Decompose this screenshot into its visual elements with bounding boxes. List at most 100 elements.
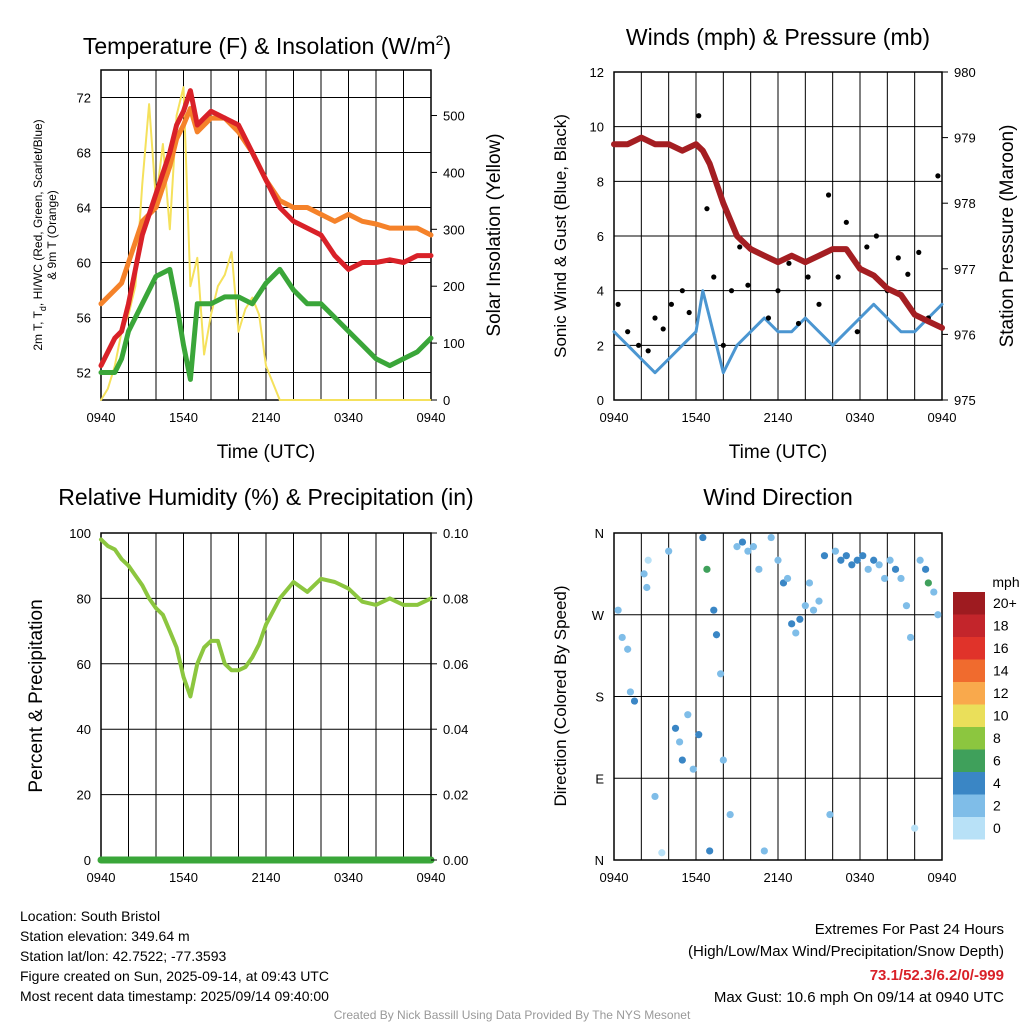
legend-swatch	[953, 592, 985, 615]
gust-point	[686, 309, 692, 316]
direction-point	[767, 533, 775, 542]
winds-gridlines	[614, 71, 942, 401]
gust-point	[825, 192, 832, 198]
direction-point	[826, 810, 834, 819]
winds-y-right-tick-label: 979	[954, 131, 976, 146]
dir-x-tick-label: 0940	[600, 870, 629, 885]
dir-y-tick-label: E	[595, 771, 604, 786]
rh-y-tick-label: 0	[84, 853, 91, 868]
temp-x-tick-label: 0940	[417, 410, 446, 425]
dir-legend-title: mph	[992, 574, 1019, 590]
direction-point	[891, 565, 900, 573]
winds-y-tick-labels: 0 2 4 6 8 10 12	[590, 65, 604, 408]
gust-point	[660, 326, 666, 332]
winds-x-tick-label: 0940	[928, 410, 957, 425]
temp-series-line-2	[98, 266, 434, 382]
direction-point	[755, 565, 763, 573]
direction-point	[934, 611, 942, 619]
dir-x-tick-label: 0340	[846, 870, 875, 885]
direction-point	[897, 574, 905, 583]
winds-x-tick-label: 1540	[682, 410, 711, 425]
rh-y-tick-label: 40	[77, 722, 91, 737]
gust-point	[737, 244, 743, 250]
gust-point	[645, 348, 651, 354]
rh-x-tick-label: 0940	[87, 870, 116, 885]
legend-label: 10	[993, 708, 1009, 724]
rh-x-tick-label: 0940	[417, 870, 446, 885]
direction-point	[774, 556, 782, 564]
legend-label: 18	[993, 618, 1009, 634]
legend-label: 16	[993, 640, 1009, 656]
direction-point	[783, 574, 792, 583]
direction-point	[699, 533, 707, 542]
direction-point	[676, 738, 684, 746]
legend-label: 14	[993, 663, 1009, 679]
winds-y-tick-label: 4	[597, 284, 604, 299]
direction-point	[684, 711, 692, 719]
gust-point	[636, 342, 642, 348]
legend-swatch	[953, 794, 985, 817]
dir-x-tick-label: 2140	[764, 870, 793, 885]
sonic-wind-line	[612, 289, 944, 375]
extremes-values: 73.1/52.3/6.2/0/-999	[870, 967, 1004, 984]
direction-point	[837, 556, 845, 564]
rh-x-tick-labels: 0940 1540 2140 0340 0940	[87, 870, 446, 885]
gust-point	[668, 301, 675, 307]
winds-panel: Winds (mph) & Pressure (mb) 0940 1540 2140…	[551, 24, 1018, 463]
gust-point	[935, 173, 941, 179]
station-elevation: Station elevation: 349.64 m	[20, 928, 190, 944]
direction-point	[864, 565, 872, 573]
direction-point	[695, 731, 703, 739]
gust-point	[728, 288, 735, 294]
legend-swatch	[953, 727, 985, 750]
direction-point	[630, 697, 639, 705]
direction-point	[820, 552, 829, 560]
legend-swatch	[953, 817, 985, 840]
legend-label: 12	[993, 685, 1009, 701]
direction-point	[922, 565, 930, 573]
gust-point	[843, 219, 849, 225]
gust-point	[786, 260, 792, 266]
gust-point	[835, 274, 841, 280]
rh-y-right-tick-label: 0.04	[443, 722, 468, 737]
direction-point	[788, 620, 796, 628]
dir-scatter-points	[614, 533, 942, 857]
dir-ylabel: Direction (Colored By Speed)	[551, 585, 570, 806]
direction-point	[618, 633, 626, 642]
temp-ylabel-line2: & 9m T (Orange)	[45, 190, 59, 280]
direction-point	[644, 556, 652, 564]
rh-ylabel: Percent & Precipitation	[26, 599, 47, 792]
temp-x-tick-label: 2140	[252, 410, 281, 425]
gust-point	[795, 320, 802, 327]
winds-y-right-tick-label: 978	[954, 196, 976, 211]
station-location: Location: South Bristol	[20, 908, 161, 924]
direction-point	[859, 552, 867, 560]
temp-ylabel-line1: 2m T, Td, HI/WC (Red, Green, Scarlet/Blu…	[31, 119, 48, 350]
direction-point	[643, 583, 651, 592]
winds-x-tick-label: 2140	[764, 410, 793, 425]
rh-y-right-tick-label: 0.00	[443, 853, 468, 868]
dir-gridlines	[614, 532, 942, 861]
dir-panel: Wind Direction 0940 1540 2140 0340 0940 NESW…	[551, 484, 1020, 885]
temp-y-right-tick-label: 500	[443, 109, 465, 124]
gust-point	[720, 342, 726, 348]
winds-y-tick-label: 12	[590, 65, 604, 80]
temp-y-tick-label: 68	[77, 146, 91, 161]
gust-point	[652, 315, 658, 321]
rh-x-tick-label: 2140	[252, 870, 281, 885]
direction-point	[805, 579, 814, 587]
credit-text: Created By Nick Bassill Using Data Provi…	[334, 1008, 691, 1022]
direction-point	[689, 765, 697, 773]
legend-swatch	[953, 704, 985, 727]
direction-point	[801, 602, 809, 610]
winds-y-right-tick-label: 977	[954, 262, 976, 277]
dir-y-tick-label: S	[595, 690, 604, 705]
direction-point	[881, 574, 889, 583]
legend-label: 8	[993, 730, 1001, 746]
temp-x-tick-label: 0340	[334, 410, 363, 425]
rh-x-tick-label: 0340	[334, 870, 363, 885]
winds-sonic-wind-line	[612, 289, 944, 375]
gust-point	[625, 329, 631, 335]
rh-panel: Relative Humidity (%) & Precipitation (i…	[26, 484, 474, 885]
winds-y-right-tick-labels: 975 976 977 978 979 980	[942, 65, 976, 408]
